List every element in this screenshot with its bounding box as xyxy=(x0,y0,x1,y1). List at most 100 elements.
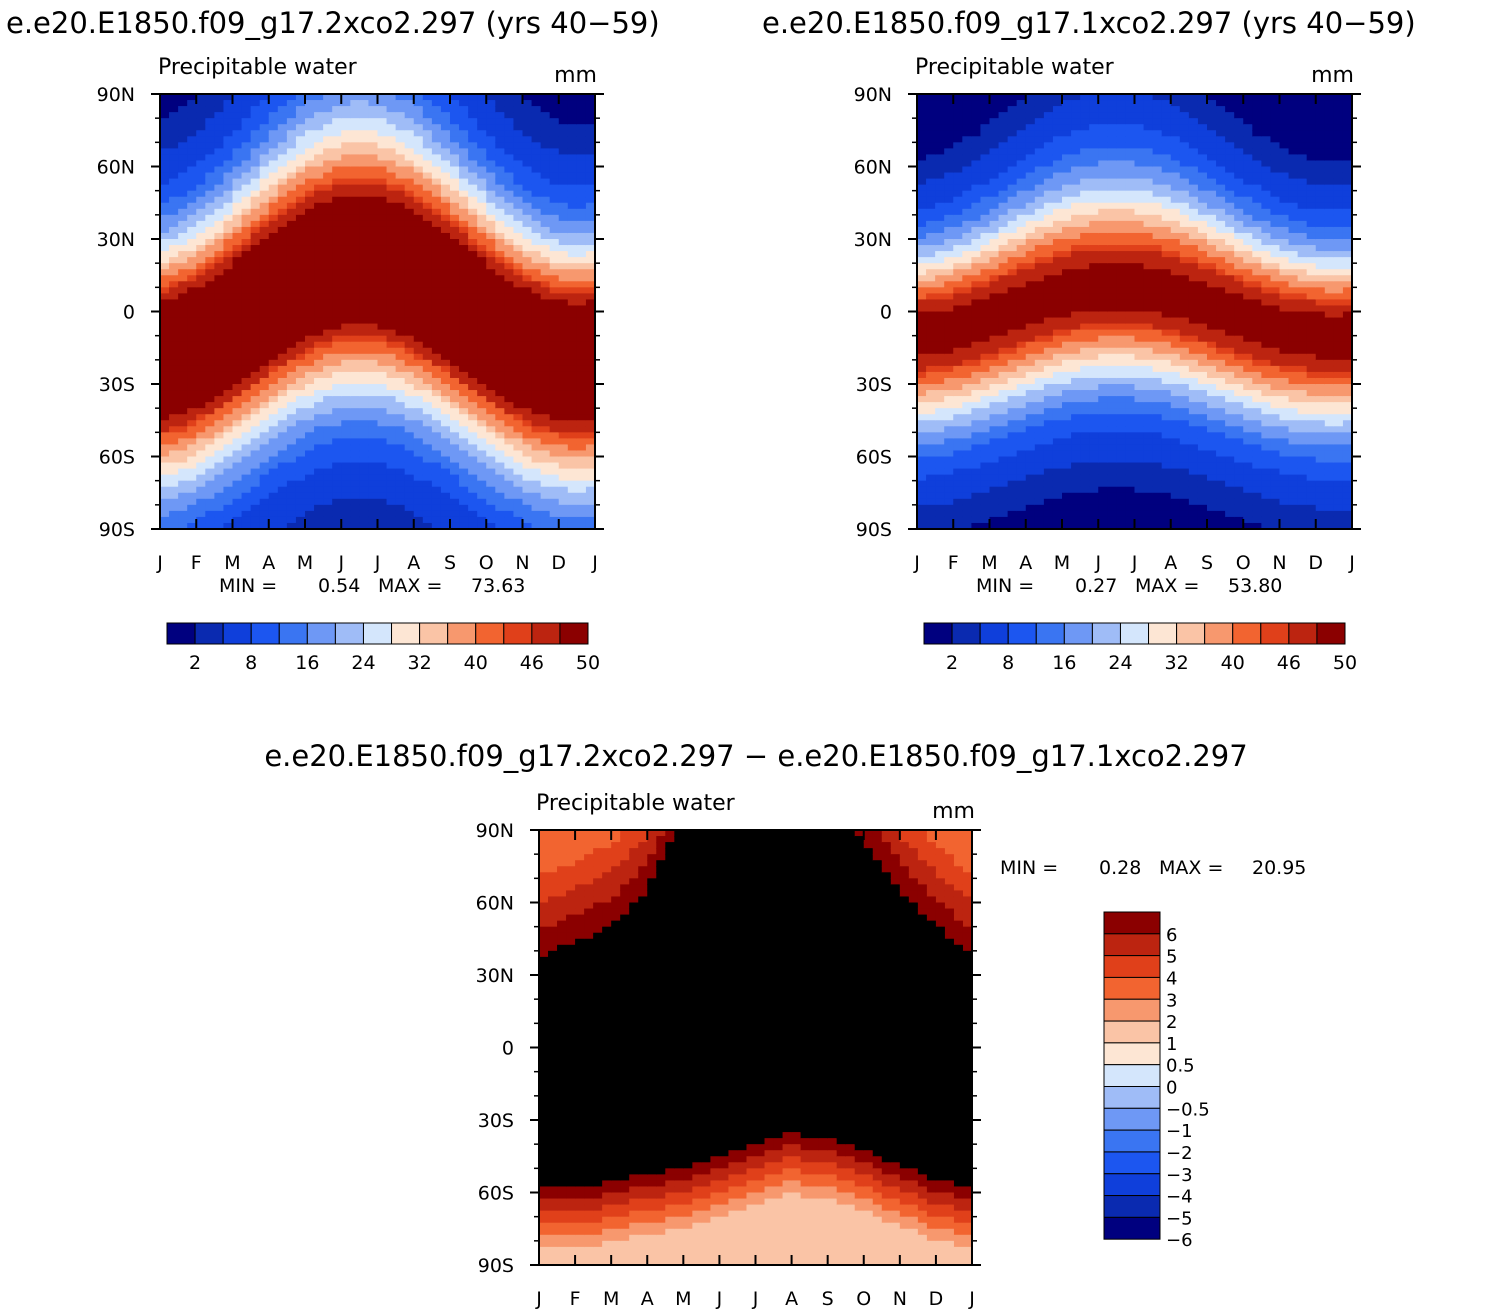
panel-a-field-cell xyxy=(286,504,297,512)
panel-b-field-cell xyxy=(1016,329,1027,337)
panel-b-field-cell xyxy=(1007,263,1018,270)
panel-a-field-cell xyxy=(250,299,261,307)
panel-b-field-cell xyxy=(1062,341,1072,349)
panel-b-field-cell xyxy=(1089,287,1099,294)
panel-b-field-cell xyxy=(1007,166,1018,174)
panel-a-field-cell xyxy=(187,251,197,258)
panel-b-field-cell xyxy=(989,522,1000,529)
panel-a-field-cell xyxy=(377,444,388,452)
panel-a-field-cell xyxy=(431,275,442,282)
panel-a-field-cell xyxy=(431,384,442,391)
panel-a-field-cell xyxy=(268,118,279,125)
panel-a-field-cell xyxy=(223,450,234,458)
panel-a-field-cell xyxy=(567,323,578,331)
panel-a-field-cell xyxy=(477,118,487,125)
panel-a-field-cell xyxy=(305,130,315,137)
panel-b-field-cell xyxy=(1007,468,1018,476)
panel-b-field-cell xyxy=(962,100,972,107)
panel-a-field-cell xyxy=(468,402,478,409)
panel-b-field-cell xyxy=(1071,486,1081,494)
panel-a-field-cell xyxy=(495,202,505,210)
panel-b-field-cell xyxy=(1062,323,1072,331)
panel-a-field-cell xyxy=(178,329,188,337)
panel-a-field-cell xyxy=(187,293,197,301)
panel-b-field-cell xyxy=(1080,94,1090,101)
panel-a-field-cell xyxy=(486,232,496,240)
panel-a-x-tick-label: J xyxy=(337,552,344,574)
panel-a-field-cell xyxy=(205,365,215,373)
panel-b-field-cell xyxy=(998,353,1009,361)
panel-a-field-cell xyxy=(359,269,370,276)
panel-a-field-cell xyxy=(522,94,533,101)
panel-a-field-cell xyxy=(368,202,379,210)
panel-a-field-cell xyxy=(468,335,478,343)
panel-b-field-cell xyxy=(1043,480,1054,488)
panel-a-field-cell xyxy=(205,172,215,180)
panel-a-field-cell xyxy=(413,100,424,107)
panel-a-field-cell xyxy=(341,124,351,131)
panel-a-field-cell xyxy=(477,130,487,137)
panel-a-field-cell xyxy=(359,510,370,518)
panel-a-field-cell xyxy=(440,438,451,446)
panel-a-field-cell xyxy=(459,353,469,361)
panel-a-field-cell xyxy=(522,208,533,216)
panel-a-field-cell xyxy=(259,408,270,415)
panel-a-field-cell xyxy=(531,347,542,355)
panel-b-field-cell xyxy=(1089,275,1099,282)
panel-a-field-cell xyxy=(567,353,578,361)
panel-b-field-cell xyxy=(917,377,927,385)
panel-a-field-cell xyxy=(558,305,569,313)
panel-a-x-tick-label: J xyxy=(374,552,381,574)
panel-a-field-cell xyxy=(522,480,533,488)
panel-a-field-cell xyxy=(286,190,297,198)
panel-a-field-cell xyxy=(531,522,542,529)
panel-a-field-cell xyxy=(205,414,215,421)
panel-a-field-cell xyxy=(450,396,460,403)
panel-a-field-cell xyxy=(558,263,569,270)
panel-a-field-cell xyxy=(504,118,515,125)
panel-a-field-cell xyxy=(359,377,370,385)
panel-a-field-cell xyxy=(386,492,397,500)
panel-b-field-cell xyxy=(935,353,945,361)
panel-a-field-cell xyxy=(386,353,397,361)
panel-a-field-cell xyxy=(341,136,351,143)
panel-a-field-cell xyxy=(250,414,261,421)
panel-a-field-cell xyxy=(341,353,351,361)
panel-a-field-cell xyxy=(477,371,487,379)
panel-b-field-cell xyxy=(917,106,927,113)
panel-a-field-cell xyxy=(250,100,261,107)
panel-a-field-cell xyxy=(341,347,351,355)
panel-a-field-cell xyxy=(422,341,433,349)
panel-a-field-cell xyxy=(160,184,170,192)
panel-b-field-cell xyxy=(971,341,982,349)
panel-a-field-cell xyxy=(431,341,442,349)
panel-a-field-cell xyxy=(422,299,433,307)
panel-a-field-cell xyxy=(259,118,270,125)
panel-a-field-cell xyxy=(567,390,578,397)
panel-b-field-cell xyxy=(962,468,972,476)
panel-a-field-cell xyxy=(359,402,370,409)
panel-b-field-cell xyxy=(917,323,927,331)
panel-a-field-cell xyxy=(169,269,179,276)
panel-a-field-cell xyxy=(567,329,578,337)
panel-b-field-cell xyxy=(1062,329,1072,337)
panel-b-field-cell xyxy=(917,335,927,343)
panel-b-field-cell xyxy=(1043,106,1054,113)
panel-a-field-cell xyxy=(205,196,215,204)
panel-a-field-cell xyxy=(295,522,306,529)
panel-b-field-cell xyxy=(926,353,936,361)
panel-a-field-cell xyxy=(205,329,215,337)
panel-b-field-cell xyxy=(1080,359,1090,367)
panel-a-field-cell xyxy=(504,516,515,524)
panel-a-field-cell xyxy=(522,178,533,186)
panel-a-field-cell xyxy=(450,275,460,282)
panel-a-field-cell xyxy=(314,142,324,149)
panel-b-field-cell xyxy=(1071,323,1081,331)
panel-a-field-cell xyxy=(377,396,388,403)
panel-a-field-cell xyxy=(323,178,333,186)
panel-a-field-cell xyxy=(277,305,288,313)
panel-b-field-cell xyxy=(971,305,982,313)
panel-a-field-cell xyxy=(214,420,225,427)
panel-b-field-cell xyxy=(1071,166,1081,174)
panel-a-field-cell xyxy=(277,516,288,524)
